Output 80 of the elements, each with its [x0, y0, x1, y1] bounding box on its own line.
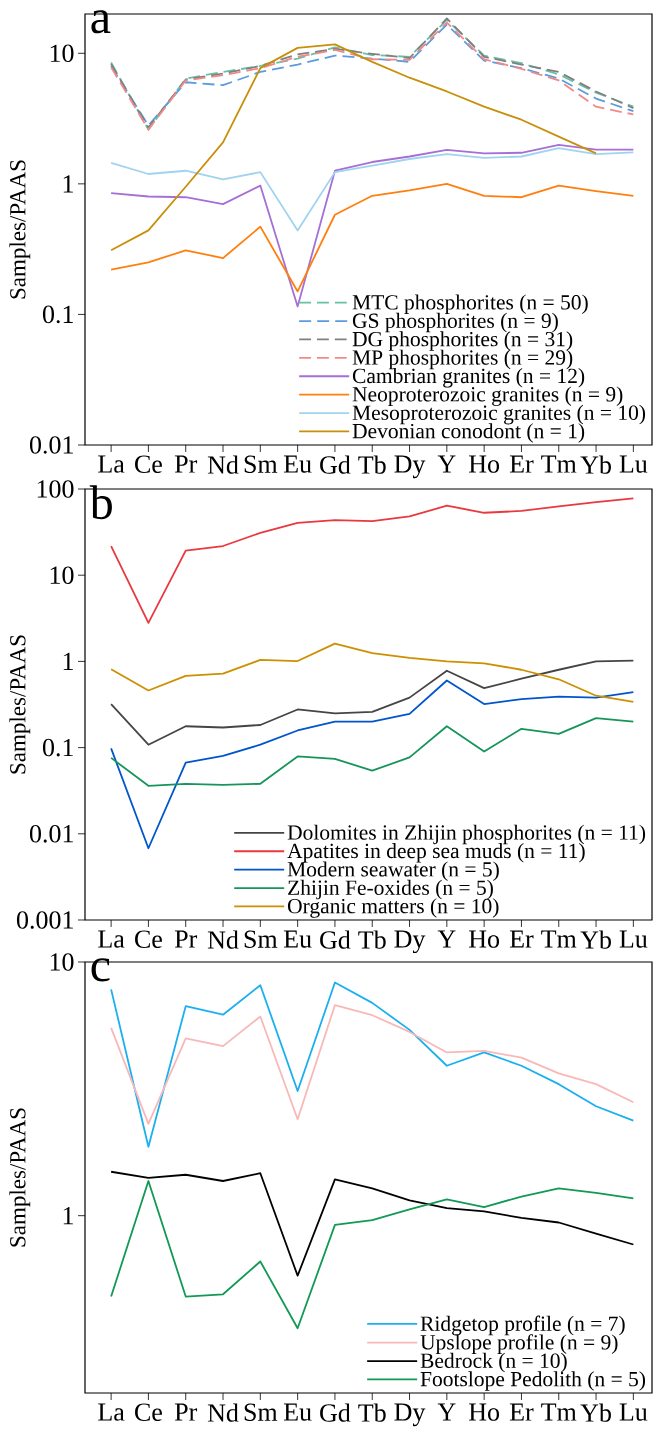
y-tick-label: 10 [50, 566, 74, 584]
line-series [110, 1170, 635, 1277]
x-tick-label: Nd [207, 1403, 239, 1422]
x-tick-label: Sm [244, 455, 278, 473]
x-tick-label: Tb [358, 455, 386, 474]
x-tick-label: Nd [207, 455, 239, 474]
x-tick-label: Ce [135, 455, 162, 473]
chart-title: c [91, 958, 110, 982]
y-tick-label: 1 [63, 652, 73, 670]
y-tick-label: 1 [63, 175, 73, 193]
x-tick-label: La [98, 1403, 125, 1421]
y-tick-label: 100 [37, 480, 74, 498]
line-series [110, 717, 635, 787]
x-tick-label: Pr [174, 455, 198, 473]
x-tick-label: Lu [619, 1403, 648, 1421]
line-series [110, 1004, 635, 1125]
legend-label: Zhijin Fe-oxides (n = 5) [288, 879, 493, 900]
x-tick-label: Er [509, 930, 534, 948]
x-tick-label: Y [437, 1403, 456, 1421]
x-tick-label: Y [437, 930, 456, 948]
x-tick-label: Yb [580, 455, 611, 474]
x-tick-label: La [98, 930, 125, 948]
x-tick-label: Eu [283, 930, 312, 948]
chart-title: a [91, 10, 111, 34]
legend-label: Cambrian granites (n = 12) [352, 368, 585, 388]
x-tick-label: Yb [580, 930, 611, 949]
x-tick-label: Pr [174, 1403, 198, 1421]
x-tick-label: Gd [320, 930, 351, 949]
y-tick-label: 0.01 [29, 824, 73, 843]
x-tick-label: Nd [207, 930, 239, 949]
x-tick-label: Eu [283, 455, 312, 473]
x-tick-label: Lu [619, 455, 648, 473]
y-tick-label: 0.001 [16, 911, 73, 929]
line-series [110, 147, 635, 232]
x-tick-label: Gd [320, 455, 351, 474]
y-tick-label: 10 [50, 44, 74, 63]
x-tick-label: Tm [541, 455, 577, 473]
x-tick-label: Eu [283, 1403, 312, 1421]
x-tick-label: Ho [469, 1403, 500, 1421]
legend-label: Organic matters (n = 10) [287, 898, 499, 918]
x-tick-label: Ho [469, 930, 500, 948]
line-series [110, 182, 635, 293]
y-tick-label: 0.1 [42, 738, 73, 757]
y-axis-title: Samples/PAAS [9, 635, 31, 774]
x-tick-label: Er [509, 1403, 534, 1421]
x-tick-label: Tb [358, 930, 386, 949]
x-tick-label: Tb [358, 1403, 386, 1422]
x-tick-label: La [98, 455, 125, 473]
y-tick-label: 0.01 [29, 436, 73, 454]
x-tick-label: Dy [394, 455, 426, 479]
x-tick-label: Sm [244, 930, 278, 948]
legend-label: Ridgetop profile (n = 7) [420, 1315, 625, 1336]
x-tick-label: Lu [619, 930, 648, 948]
line-series [110, 642, 635, 703]
y-axis-title: Samples/PAAS [9, 1108, 31, 1247]
x-tick-label: Ce [135, 930, 162, 948]
line-series [110, 981, 635, 1148]
x-tick-label: Er [509, 455, 534, 473]
x-tick-label: Tm [541, 930, 577, 948]
x-tick-label: Dy [394, 1403, 426, 1427]
y-tick-label: 1 [63, 1207, 73, 1225]
x-tick-label: Pr [174, 930, 198, 948]
legend-label: Footslope Pedolith (n = 5) [420, 1371, 646, 1391]
x-tick-label: Ce [135, 1403, 162, 1421]
x-tick-label: Tm [541, 1403, 577, 1421]
chart-title: b [89, 485, 112, 520]
y-axis-title: Samples/PAAS [9, 160, 31, 299]
x-tick-label: Y [437, 455, 456, 473]
x-tick-label: Gd [320, 1403, 351, 1422]
legend-label: Neoproterozoic granites (n = 9) [352, 386, 623, 406]
x-tick-label: Dy [394, 930, 426, 954]
line-series [110, 497, 635, 624]
legend-label: Devonian conodont (n = 1) [352, 423, 585, 443]
x-tick-label: Yb [580, 1403, 611, 1422]
line-series [110, 43, 597, 252]
line-series [110, 659, 635, 746]
x-tick-label: Ho [469, 455, 500, 473]
y-tick-label: 10 [50, 953, 74, 971]
x-tick-label: Sm [244, 1403, 278, 1421]
y-tick-label: 0.1 [42, 305, 73, 324]
